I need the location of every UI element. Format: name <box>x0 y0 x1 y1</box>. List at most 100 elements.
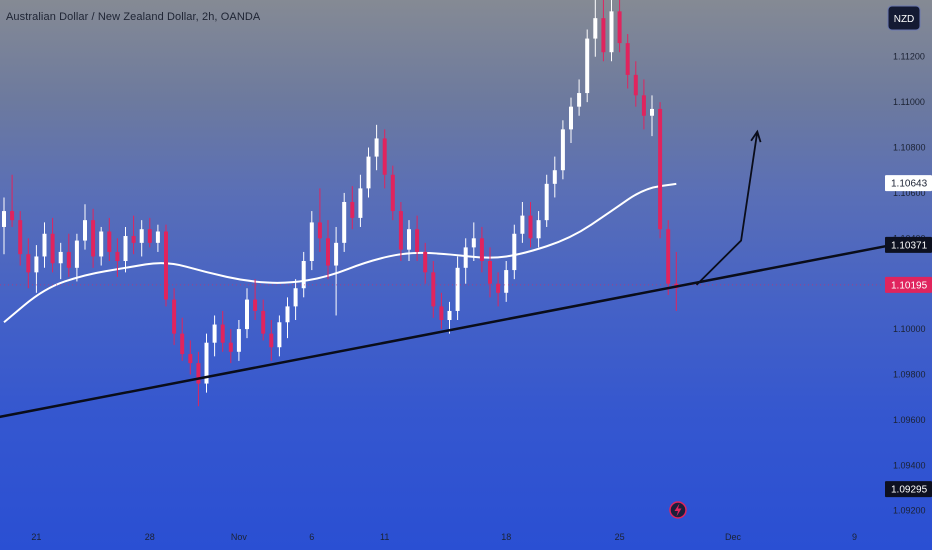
candle-body <box>261 310 266 334</box>
candle-body <box>131 236 136 243</box>
candle <box>18 211 23 266</box>
candle <box>188 340 193 375</box>
moving-average-layer <box>3 182 677 324</box>
candle <box>155 224 160 252</box>
currency-button-label: NZD <box>894 14 915 25</box>
candle <box>366 147 371 198</box>
candle <box>212 315 217 357</box>
candle <box>26 238 31 289</box>
candle <box>74 233 79 282</box>
candle <box>50 217 55 273</box>
price-badge-label: 1.10371 <box>891 240 928 251</box>
price-badge: 1.10643 <box>885 175 932 192</box>
candle <box>107 217 112 261</box>
candle-body <box>2 211 6 227</box>
candle <box>479 226 484 273</box>
candle-body <box>342 201 347 243</box>
candle-body <box>528 215 533 239</box>
candle-body <box>439 306 444 321</box>
time-axis[interactable]: 21 28 Nov 6 11 18 25 Dec 9 <box>31 532 857 542</box>
candle-body <box>398 211 403 250</box>
candle <box>342 192 347 252</box>
candle-body <box>569 106 573 130</box>
time-tick-label: Nov <box>231 532 248 542</box>
candle <box>577 79 582 116</box>
candle <box>633 61 638 107</box>
candle-body <box>455 267 460 311</box>
price-tick-label: 1.09400 <box>893 460 926 470</box>
candle-body <box>415 229 420 252</box>
candle-body <box>66 251 71 268</box>
candle-body <box>107 231 112 252</box>
projection-arrow[interactable] <box>695 131 759 286</box>
price-badge-bg <box>885 481 932 498</box>
candle-body <box>617 11 622 44</box>
candles-layer <box>0 0 882 407</box>
candle <box>350 186 355 230</box>
candle-body <box>83 220 87 241</box>
candle <box>301 251 306 298</box>
candle <box>666 220 671 296</box>
candle-body <box>358 188 363 218</box>
price-tick-label: 1.11200 <box>893 52 925 62</box>
currency-button[interactable]: NZD <box>887 5 921 31</box>
candle-body <box>374 138 379 157</box>
candle <box>423 242 428 284</box>
candle-body <box>309 222 314 261</box>
candle <box>536 211 541 248</box>
time-tick-label: 21 <box>31 532 41 542</box>
candle <box>650 95 654 137</box>
candle <box>220 310 225 352</box>
price-tick-label: 1.10000 <box>893 324 926 334</box>
price-tick-label: 1.09800 <box>893 369 926 379</box>
price-badge-label: 1.10195 <box>891 280 928 291</box>
candle-body <box>269 333 274 348</box>
candle <box>374 124 379 171</box>
candle-body <box>26 254 31 273</box>
candle <box>625 34 630 89</box>
candle-body <box>423 251 428 273</box>
candle <box>512 224 517 280</box>
candle <box>447 301 452 334</box>
candle <box>123 226 128 273</box>
candle-body <box>601 18 606 53</box>
candle <box>382 129 387 189</box>
candle-body <box>58 251 63 264</box>
candle-body <box>471 238 476 248</box>
candle-body <box>34 256 39 273</box>
candle-body <box>155 231 160 243</box>
time-tick-label: 18 <box>501 532 511 542</box>
candle-body <box>650 108 654 116</box>
candle <box>520 201 525 243</box>
candle <box>261 299 266 341</box>
candle <box>601 0 606 62</box>
candle <box>504 261 509 302</box>
price-tick-label: 1.10600 <box>893 188 926 198</box>
candle <box>609 0 614 62</box>
price-badge: 1.10371 <box>885 236 932 253</box>
candle-body <box>350 201 355 218</box>
candle-body <box>463 247 468 268</box>
candle-body <box>544 183 549 221</box>
price-badge-bg <box>885 236 932 253</box>
candle <box>488 247 492 298</box>
time-tick-label: 28 <box>145 532 155 542</box>
candle-body <box>220 324 225 343</box>
candle <box>245 288 249 339</box>
candle-body <box>172 299 177 334</box>
candle <box>334 226 339 316</box>
price-badge-bg <box>885 175 932 192</box>
candle-body <box>447 310 452 321</box>
candle-body <box>504 270 509 293</box>
candle-body <box>164 231 168 300</box>
candle-body <box>147 229 152 243</box>
candle <box>326 220 330 280</box>
candle <box>641 79 646 130</box>
candle-body <box>390 174 395 212</box>
projection-arrow-head <box>750 129 762 143</box>
lightning-icon[interactable] <box>669 501 687 519</box>
candle <box>415 215 420 261</box>
support-trendline[interactable] <box>0 241 904 419</box>
